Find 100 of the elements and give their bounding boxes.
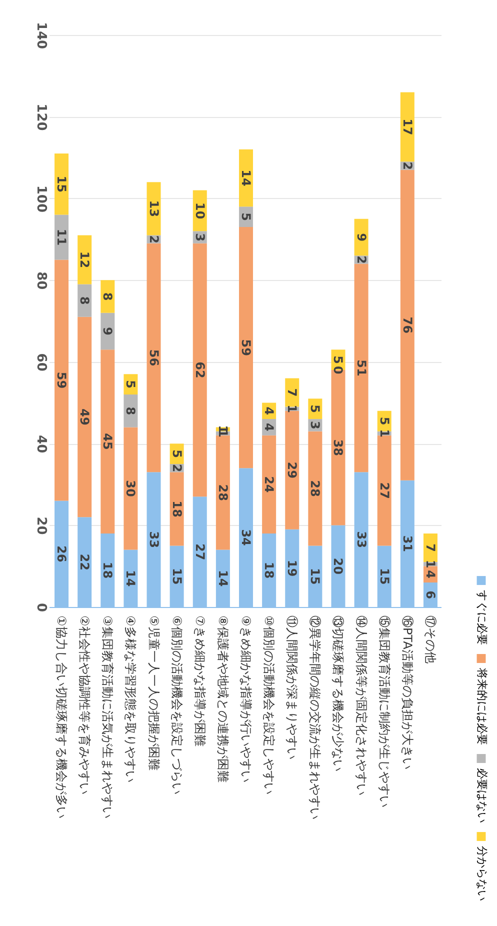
data-label: 5 [170, 450, 184, 458]
data-label: 49 [78, 408, 92, 426]
data-label: 15 [377, 568, 392, 585]
bar [285, 410, 300, 530]
data-label: 5 [331, 356, 346, 364]
data-label: 8 [100, 292, 115, 301]
data-label: 4 [262, 423, 276, 432]
data-label: 2 [146, 235, 161, 244]
data-label: 34 [239, 529, 253, 546]
data-label: 45 [100, 433, 115, 450]
bar [285, 378, 300, 407]
legend-label: 将来的には必要 [475, 667, 488, 745]
y-tick-label: 140 [34, 22, 48, 50]
legend-label: すぐに必要 [475, 590, 488, 645]
x-tick-label: ①協力し合い切磋琢磨する機会が多い [54, 616, 69, 818]
data-label: 5 [239, 212, 253, 221]
x-tick-label: ⑤児童一人一人の把握が困難 [146, 616, 161, 770]
x-tick-label: ③集団教育活動に活気が生まれやすい [100, 616, 115, 818]
bar [239, 149, 253, 207]
data-label: 3 [308, 421, 322, 430]
bar [308, 431, 322, 546]
x-tick-label: ⑥個別の活動機会を設定しづらい [170, 616, 184, 794]
data-label: 51 [354, 360, 368, 376]
data-label: 1 [285, 404, 300, 414]
data-label: 3 [192, 233, 207, 242]
data-label: 0 [331, 366, 346, 374]
data-label: 4 [423, 570, 438, 578]
data-label: 1 [377, 429, 392, 438]
data-label: 14 [124, 570, 138, 587]
legend-label: 分からない [475, 846, 488, 901]
x-tick-label: ⑧保護者や地域との連携が困難 [216, 616, 230, 782]
data-label: 33 [354, 531, 368, 548]
data-label: 2 [354, 256, 368, 264]
data-label: 27 [192, 543, 207, 560]
bar [100, 312, 115, 350]
legend-label: 必要はない [475, 768, 488, 823]
x-tick-label: ⑰その他 [423, 616, 438, 664]
data-label: 24 [262, 476, 276, 493]
bar [54, 153, 69, 215]
bar [239, 227, 253, 468]
x-tick-label: ⑪人間関係が深まりやすい [285, 616, 300, 760]
data-label: 28 [216, 484, 230, 501]
data-label: 9 [100, 327, 115, 336]
bar [78, 316, 92, 518]
y-tick-label: 100 [34, 185, 48, 212]
bar [124, 427, 138, 550]
data-label: 33 [146, 531, 161, 548]
data-label: 28 [308, 480, 322, 497]
data-label: 15 [308, 568, 322, 585]
data-label: 9 [354, 233, 368, 242]
data-label: 6 [423, 590, 438, 599]
data-label: 4 [262, 406, 276, 416]
x-tick-label: ⑯PTA活動等の負担が大きい [400, 616, 414, 770]
data-label: 13 [146, 200, 161, 217]
bar [100, 350, 115, 534]
y-tick-label: 120 [34, 104, 48, 131]
data-label: 8 [124, 406, 138, 416]
data-label: 19 [285, 560, 300, 577]
y-tick-label: 0 [34, 602, 48, 612]
data-label: 20 [331, 558, 346, 574]
x-tick-label: ⑮集団教育活動に制約が生じやすい [377, 616, 392, 808]
data-label: 22 [78, 554, 92, 570]
y-tick-label: 60 [34, 353, 48, 372]
data-label: 5 [308, 404, 322, 414]
bar [146, 243, 161, 472]
data-label: 17 [400, 118, 414, 136]
x-tick-label: ②社会性や協調性等を育みやすい [78, 616, 92, 794]
bar [216, 435, 230, 550]
bar [54, 260, 69, 501]
data-label: 59 [54, 372, 69, 389]
x-tick-label: ⑬切磋琢磨する機会が少ない [331, 616, 346, 772]
x-tick-label: ⑨きめ細かな指導が行いやすい [239, 616, 253, 782]
data-label: 30 [124, 480, 138, 497]
data-label: 27 [377, 482, 392, 499]
data-label: 38 [331, 439, 346, 456]
y-tick-label: 80 [34, 272, 48, 290]
data-label: 26 [54, 546, 69, 562]
data-label: 62 [192, 362, 207, 378]
bar [377, 435, 392, 546]
data-label: 18 [100, 562, 115, 579]
y-tick-label: 20 [34, 516, 48, 535]
bar [192, 243, 207, 497]
data-label: 14 [216, 570, 230, 587]
data-label: 56 [146, 349, 161, 366]
data-label: 15 [170, 568, 184, 585]
data-label: 2 [170, 464, 184, 472]
data-label: 15 [54, 176, 69, 192]
data-label: 11 [54, 228, 69, 246]
x-tick-label: ⑫異学年間の縦の交流が生まれやすい [308, 616, 322, 820]
data-label: 7 [285, 388, 300, 397]
data-label: 18 [262, 562, 276, 579]
data-label: 5 [124, 380, 138, 389]
x-tick-label: ④多様な学習形態を取りやすい [124, 616, 138, 782]
y-tick-label: 40 [34, 435, 48, 454]
data-label: 14 [239, 170, 253, 186]
bar [400, 170, 414, 480]
data-label: 29 [285, 462, 300, 478]
bar [354, 264, 368, 472]
x-tick-label: ⑩個別の活動機会を設定しやすい [262, 616, 276, 794]
data-label: 2 [400, 162, 414, 170]
